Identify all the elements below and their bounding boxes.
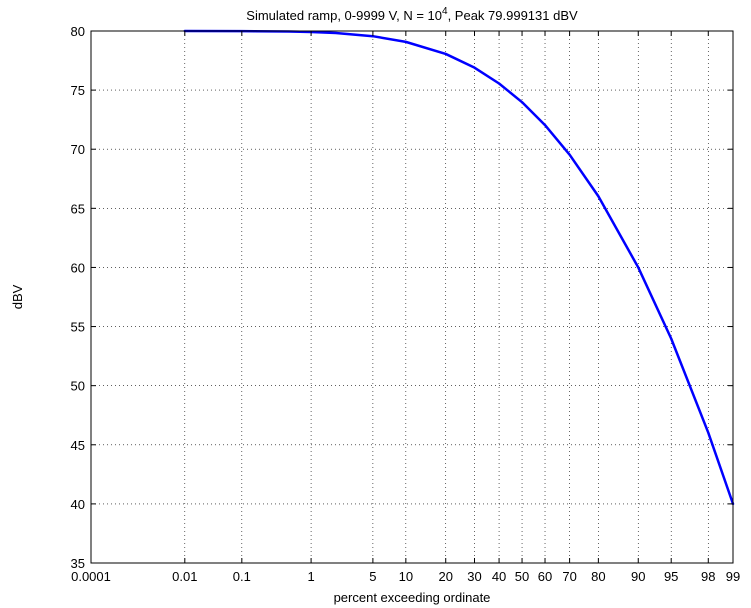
x-tick-label: 95 [664,569,678,584]
x-tick-label: 20 [438,569,452,584]
x-tick-label: 30 [467,569,481,584]
x-tick-label: 98 [701,569,715,584]
x-tick-label: 0.0001 [71,569,111,584]
x-tick-label: 50 [515,569,529,584]
y-tick-label: 40 [71,497,85,512]
ticks [90,30,734,564]
x-tick-label: 10 [399,569,413,584]
chart-title-superscript: 4 [442,6,448,17]
y-tick-label: 70 [71,142,85,157]
x-axis-label: percent exceeding ordinate [334,590,491,605]
chart-title: Simulated ramp, 0-9999 V, N = 104, Peak … [246,6,578,23]
series-line-0 [183,29,735,506]
y-tick-label: 45 [71,438,85,453]
y-tick-label: 35 [71,556,85,571]
y-tick-label: 55 [71,320,85,335]
x-tick-label: 5 [369,569,376,584]
x-tick-label: 70 [562,569,576,584]
x-tick-label: 90 [631,569,645,584]
x-tick-label: 0.1 [233,569,251,584]
y-tick-label: 80 [71,24,85,39]
x-tick-label: 1 [307,569,314,584]
x-tick-label: 99 [726,569,740,584]
x-tick-label: 40 [492,569,506,584]
y-tick-label: 50 [71,379,85,394]
chart-title-prefix: Simulated ramp, 0-9999 V, N = 10 [246,8,442,23]
axes-box [90,30,734,564]
y-tick-labels: 35 40 45 50 55 60 65 70 75 80 [71,24,85,571]
y-tick-label: 65 [71,201,85,216]
x-tick-label: 0.01 [172,569,197,584]
x-tick-label: 80 [591,569,605,584]
y-axis-label: dBV [10,284,25,309]
y-tick-label: 75 [71,83,85,98]
y-tick-label: 60 [71,260,85,275]
series-layer [183,29,735,506]
x-tick-labels: 0.0001 0.01 0.1 1 5 10 20 30 40 50 60 70 80 90 95 98 99 [71,569,740,584]
x-tick-label: 60 [538,569,552,584]
chart-title-suffix: , Peak 79.999131 dBV [448,8,578,23]
